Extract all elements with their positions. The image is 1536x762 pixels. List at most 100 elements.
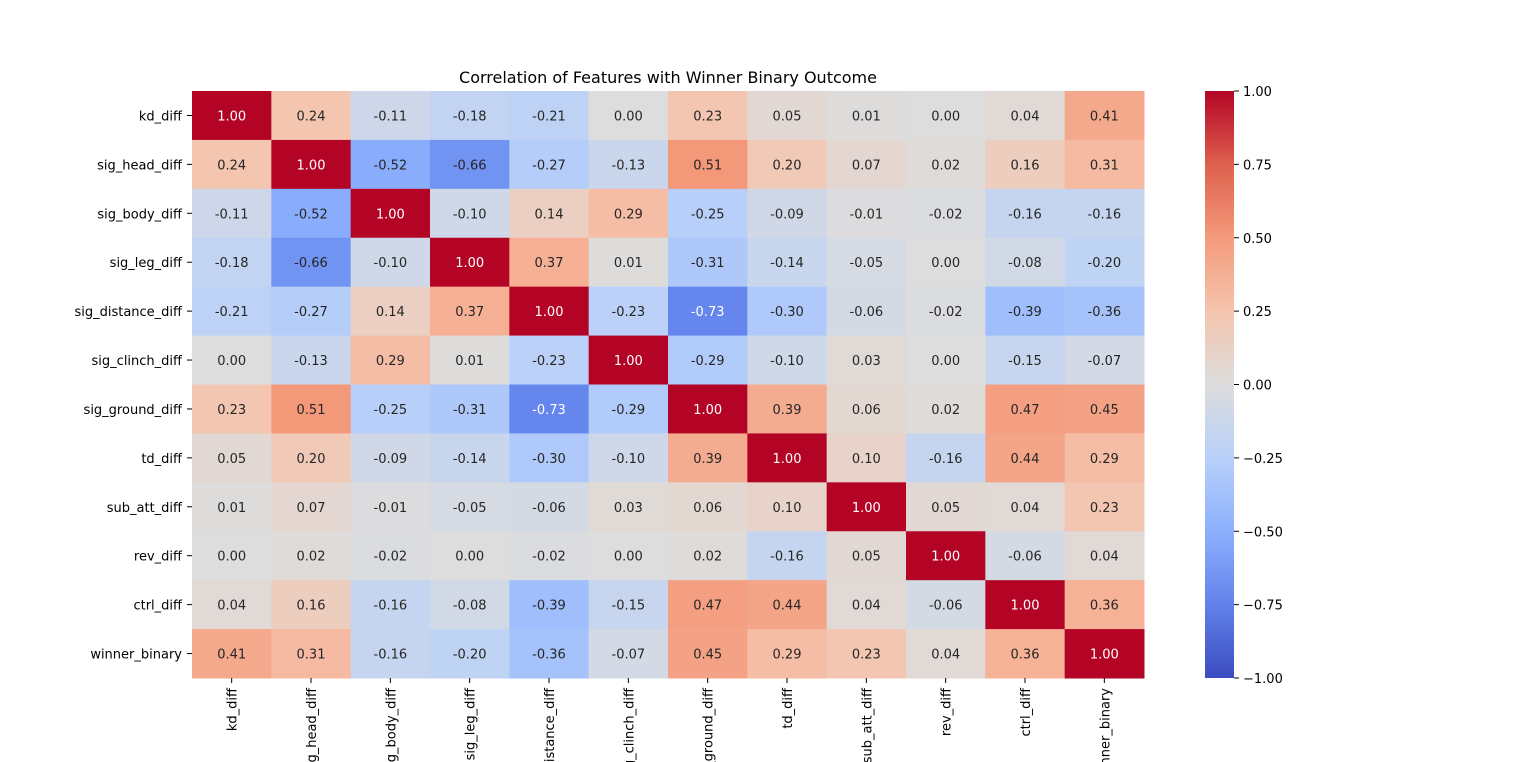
cell-value-label: -0.66: [453, 158, 487, 173]
colorbar-tick-label: 1.00: [1243, 85, 1272, 100]
heatmap-cell: [985, 629, 1066, 679]
x-tick-label: sig_ground_diff: [702, 687, 717, 762]
heatmap-cell: [192, 286, 272, 337]
cell-value-label: 0.44: [773, 599, 802, 614]
heatmap-cell: [668, 91, 748, 141]
heatmap-cell: [588, 286, 669, 337]
heatmap-cell: [588, 237, 669, 288]
y-tick-label: sig_leg_diff: [110, 256, 183, 271]
heatmap-cell: [747, 237, 828, 288]
cell-value-label: -0.09: [770, 207, 804, 222]
heatmap-cell: [588, 335, 669, 385]
heatmap-cell: [985, 384, 1066, 434]
heatmap-cell: [985, 91, 1066, 141]
cell-value-label: 0.29: [773, 648, 802, 663]
heatmap-cell: [906, 531, 986, 581]
heatmap-cell: [271, 237, 352, 288]
y-tick-label: td_diff: [141, 452, 183, 467]
cell-value-label: 0.04: [217, 599, 246, 614]
heatmap-cell: [271, 384, 352, 434]
heatmap-cell: [668, 384, 748, 434]
colorbar-tick-label: −0.50: [1243, 525, 1283, 540]
cell-value-label: 0.41: [217, 648, 246, 663]
heatmap-cell: [826, 482, 907, 532]
heatmap-cell: [430, 384, 510, 434]
heatmap-cell: [192, 237, 272, 288]
heatmap-cell: [588, 188, 669, 239]
heatmap-cell: [271, 531, 352, 581]
cell-value-label: 0.24: [217, 158, 246, 173]
cell-value-label: -0.27: [294, 305, 328, 320]
heatmap-cell: [588, 482, 669, 532]
heatmap-cell: [430, 286, 510, 337]
heatmap-cell: [192, 482, 272, 532]
heatmap-cell: [430, 433, 510, 483]
cell-value-label: 0.23: [693, 109, 722, 124]
cell-value-label: 1.00: [693, 403, 722, 418]
heatmap-cell: [826, 139, 907, 190]
cell-value-label: -0.21: [215, 305, 249, 320]
heatmap-cell: [747, 335, 828, 385]
cell-value-label: -0.25: [374, 403, 408, 418]
heatmap-cell: [747, 286, 828, 337]
heatmap-cell: [826, 237, 907, 288]
heatmap-cell: [906, 237, 986, 288]
heatmap-cell: [350, 286, 431, 337]
cell-value-label: 0.05: [773, 109, 802, 124]
heatmap-cell: [192, 335, 272, 385]
heatmap-cell: [906, 335, 986, 385]
heatmap-cell: [509, 482, 590, 532]
cell-value-label: 0.20: [297, 452, 326, 467]
cell-value-label: 1.00: [1090, 648, 1119, 663]
heatmap-cell: [192, 139, 272, 190]
cell-value-label: 0.05: [931, 501, 960, 516]
y-tick-label: sig_body_diff: [97, 207, 183, 222]
cell-value-label: 0.07: [852, 158, 881, 173]
cell-value-label: -0.08: [453, 599, 487, 614]
cell-value-label: 1.00: [455, 256, 484, 271]
x-tick-label: td_diff: [781, 687, 796, 729]
cell-value-label: -0.15: [612, 599, 646, 614]
heatmap-cell: [668, 629, 748, 679]
heatmap-cell: [747, 629, 828, 679]
x-tick-label: sub_att_diff: [860, 687, 875, 762]
heatmap-cell: [906, 482, 986, 532]
cell-value-label: 0.10: [773, 501, 802, 516]
heatmap-cell: [350, 580, 431, 630]
cell-value-label: -0.01: [850, 207, 884, 222]
colorbar-tick-label: −0.75: [1243, 599, 1283, 614]
heatmap-cell: [668, 335, 748, 385]
cell-value-label: -0.10: [374, 256, 408, 271]
cell-value-label: 0.31: [1090, 158, 1119, 173]
cell-value-label: 0.02: [693, 550, 722, 565]
heatmap-cell: [906, 286, 986, 337]
row-labels: kd_diff sig_head_diff sig_body_diff sig_leg…: [74, 109, 192, 663]
cell-value-label: 0.00: [614, 550, 643, 565]
cell-value-label: -0.10: [453, 207, 487, 222]
cell-value-label: 0.39: [773, 403, 802, 418]
heatmap-cell: [1064, 286, 1145, 337]
cell-value-label: 0.06: [852, 403, 881, 418]
heatmap-cell: [906, 580, 986, 630]
x-tick-label: rev_diff: [940, 687, 955, 736]
cell-value-label: 0.36: [1090, 599, 1119, 614]
heatmap-cell: [668, 286, 748, 337]
heatmap-cell: [1064, 531, 1145, 581]
y-tick-label: sig_distance_diff: [74, 305, 183, 320]
heatmap-cell: [350, 629, 431, 679]
heatmap-cell: [509, 335, 590, 385]
heatmap-cell: [906, 384, 986, 434]
cell-value-label: -0.73: [532, 403, 566, 418]
cell-value-label: 0.04: [1090, 550, 1119, 565]
cell-value-label: 0.51: [693, 158, 722, 173]
cell-value-label: 0.00: [455, 550, 484, 565]
y-tick-label: sig_ground_diff: [84, 403, 183, 418]
cell-value-label: -0.29: [691, 354, 725, 369]
heatmap-cell: [1064, 580, 1145, 630]
cell-value-label: 0.45: [1090, 403, 1119, 418]
cell-value-label: -0.11: [215, 207, 249, 222]
heatmap-cell: [271, 286, 352, 337]
heatmap-cell: [509, 188, 590, 239]
cell-value-label: 0.04: [852, 599, 881, 614]
heatmap-cell: [747, 139, 828, 190]
